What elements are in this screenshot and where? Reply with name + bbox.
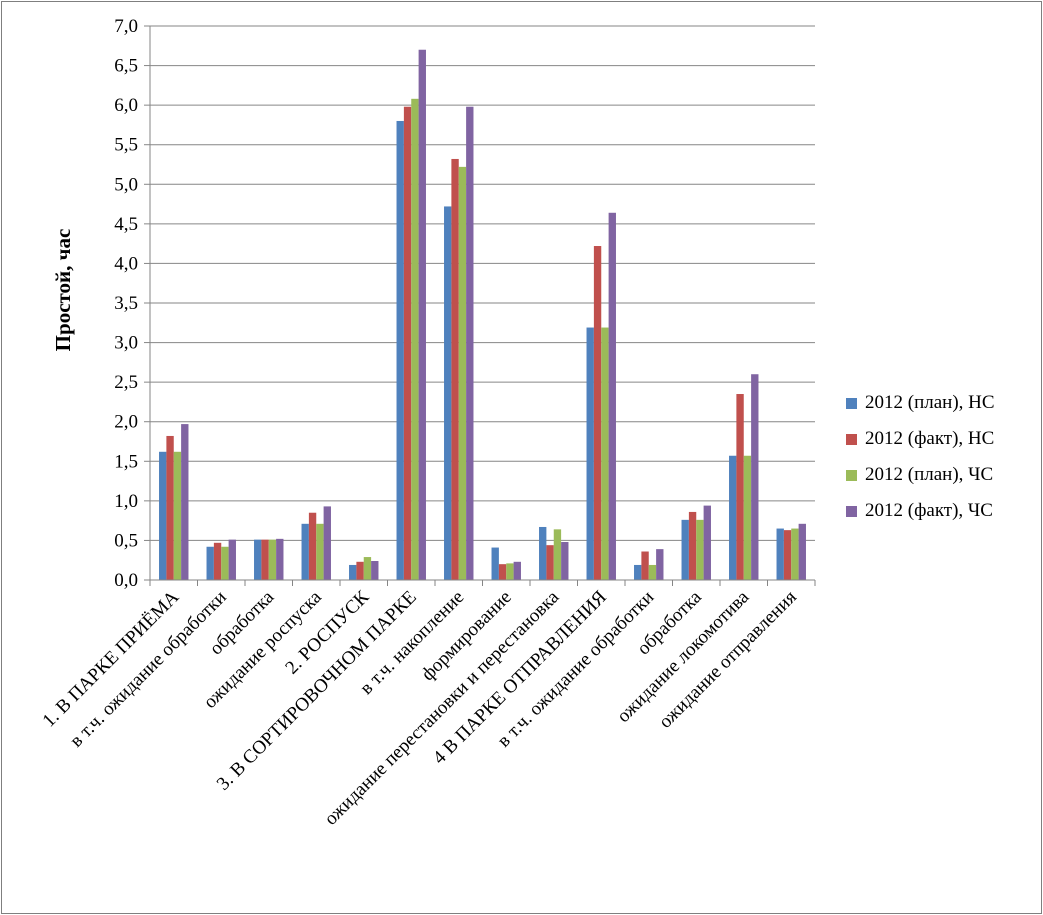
y-tick-label: 1,0: [114, 491, 138, 512]
y-tick-label: 4,0: [114, 253, 138, 274]
bar: [221, 546, 229, 580]
legend-label: 2012 (план), ЧС: [865, 464, 994, 485]
legend-item: 2012 (факт), ЧС: [846, 493, 1036, 529]
bar: [228, 539, 236, 580]
bar: [166, 435, 174, 580]
y-tick-label: 6,0: [114, 95, 138, 116]
bar: [491, 547, 499, 580]
bar: [703, 505, 711, 580]
bar: [593, 246, 602, 580]
bar: [213, 542, 222, 580]
y-axis-label: Простой, час: [51, 229, 75, 352]
bar: [411, 98, 419, 580]
y-tick-label: 1,5: [114, 451, 138, 472]
legend-label: 2012 (факт), НС: [865, 428, 995, 449]
y-tick-labels: 0,0 0,5 1,0 1,5 2,0 2,5 3,0 3,5 4,0 4,5 5,0 5,5 6,0 6…: [114, 16, 138, 591]
legend-swatch: [846, 469, 857, 481]
bar: [634, 564, 642, 580]
bar: [648, 564, 657, 580]
y-tick-label: 0,5: [114, 530, 138, 551]
bar: [356, 561, 364, 580]
bar: [601, 327, 609, 580]
y-tick-label: 7,0: [114, 16, 138, 37]
legend-swatch: [846, 397, 857, 409]
bar: [546, 545, 554, 580]
y-tick-label: 5,0: [114, 174, 138, 195]
bar: [513, 561, 521, 580]
bar: [276, 538, 284, 580]
legend-swatch: [846, 505, 857, 517]
y-tick-label: 3,5: [114, 293, 138, 314]
bar: [451, 158, 459, 580]
bar: [553, 529, 562, 580]
legend-swatch: [846, 433, 857, 445]
bar: [586, 327, 594, 580]
bar: [783, 530, 792, 580]
bar: [641, 551, 649, 580]
legend-item: 2012 (план), НС: [846, 385, 1036, 421]
bar: [396, 120, 404, 580]
bar: [736, 394, 744, 580]
bar: [206, 546, 214, 580]
bars: [159, 49, 806, 581]
bar: [608, 212, 616, 580]
y-tick-label: 2,5: [114, 372, 138, 393]
y-tick-label: 5,5: [114, 135, 138, 156]
bar: [444, 206, 452, 580]
bar: [681, 519, 689, 580]
bar: [539, 526, 547, 580]
y-tick-label: 2,0: [114, 412, 138, 433]
bar: [173, 451, 182, 580]
bar: [159, 451, 167, 580]
legend-label: 2012 (факт), ЧС: [865, 500, 993, 521]
bar: [371, 561, 379, 580]
legend-item: 2012 (факт), НС: [846, 421, 1036, 457]
bar: [349, 564, 357, 580]
bar: [316, 523, 324, 580]
bar: [254, 539, 262, 580]
bar: [798, 523, 806, 580]
bar: [458, 166, 467, 581]
bar: [751, 374, 759, 580]
bar: [301, 523, 309, 580]
legend-label: 2012 (план), НС: [865, 392, 995, 413]
bar: [776, 528, 784, 580]
axes: [149, 26, 816, 586]
y-tick-label: 3,0: [114, 333, 138, 354]
y-tick-label: 4,5: [114, 214, 138, 235]
bar: [688, 511, 697, 580]
bar: [791, 528, 799, 580]
legend-item: 2012 (план), ЧС: [846, 457, 1036, 493]
bar: [729, 455, 737, 580]
bar: [363, 557, 372, 580]
bar: [561, 542, 569, 580]
bar: [308, 512, 317, 580]
bar: [498, 564, 507, 580]
bar: [418, 49, 426, 580]
bar: [696, 519, 704, 580]
y-tick-label: 6,5: [114, 56, 138, 77]
bar: [743, 455, 752, 580]
legend: 2012 (план), НС 2012 (факт), НС 2012 (пл…: [846, 385, 1036, 529]
bar: [268, 539, 277, 580]
bar: [261, 539, 269, 580]
bar: [656, 549, 664, 580]
bar: [466, 106, 474, 581]
gridlines: [144, 25, 815, 581]
bar: [323, 506, 331, 580]
bar: [403, 106, 412, 581]
y-tick-label: 0,0: [114, 570, 138, 591]
bar: [506, 563, 514, 580]
bar: [181, 424, 189, 580]
